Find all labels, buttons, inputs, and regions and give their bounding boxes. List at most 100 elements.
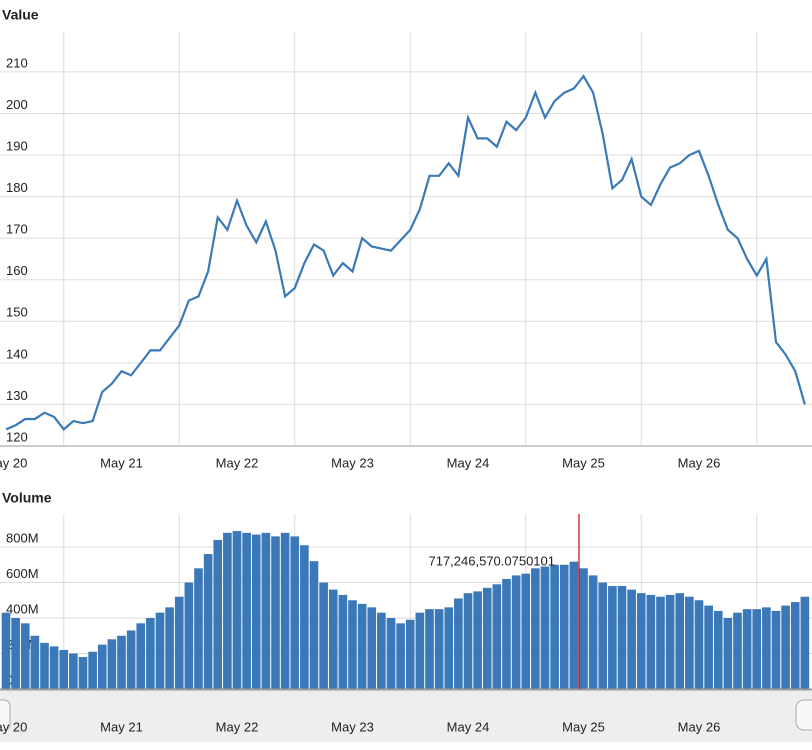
scroll-handle[interactable]	[0, 699, 11, 731]
bar	[338, 594, 348, 689]
bar	[357, 603, 367, 689]
bar	[155, 612, 165, 689]
bar	[88, 651, 97, 689]
navigator-label: May 24	[447, 719, 490, 734]
bar	[771, 610, 781, 689]
x-tick-label: May 25	[562, 455, 605, 470]
bar	[309, 561, 319, 689]
navigator-label: May 23	[331, 719, 374, 734]
bar	[742, 609, 752, 689]
bar	[194, 568, 203, 689]
bar	[11, 618, 20, 689]
bar	[444, 607, 454, 689]
bar	[492, 584, 502, 689]
bar	[713, 610, 723, 689]
chart-title: Volume	[2, 490, 52, 506]
bar	[685, 596, 694, 689]
bar	[790, 602, 800, 689]
bar	[502, 578, 511, 689]
cursor-label: 717,246,570.0750101	[428, 553, 555, 568]
chart-title: Value	[2, 7, 39, 23]
scroll-handle[interactable]	[795, 699, 812, 731]
bar	[665, 594, 675, 689]
bar	[415, 612, 425, 689]
bar	[261, 532, 271, 689]
y-tick-label: 200	[6, 97, 28, 112]
bar	[800, 596, 810, 689]
bar	[473, 591, 482, 689]
y-tick-label: 400M	[6, 601, 39, 616]
bar	[223, 532, 232, 689]
bar	[300, 545, 309, 689]
bar	[117, 635, 126, 689]
y-tick-label: 140	[6, 346, 28, 361]
bar	[251, 534, 261, 689]
bar	[203, 554, 213, 689]
bar	[454, 598, 463, 689]
bar	[521, 573, 531, 689]
bar	[694, 600, 704, 689]
x-tick-label: May 20	[0, 455, 27, 470]
navigator-label: May 25	[562, 719, 605, 734]
bar	[704, 605, 713, 689]
bar	[328, 589, 338, 689]
bar	[550, 564, 559, 689]
bar	[126, 630, 136, 689]
bar	[752, 609, 762, 689]
y-tick-label: 180	[6, 180, 28, 195]
bar	[40, 642, 49, 689]
bar	[482, 587, 492, 689]
bar	[184, 582, 194, 689]
bar	[579, 568, 588, 689]
bar	[97, 644, 107, 689]
bar	[348, 600, 357, 689]
y-tick-label: 170	[6, 222, 28, 237]
bar	[232, 531, 242, 689]
bar	[762, 607, 771, 689]
bar	[405, 619, 415, 689]
bar	[425, 609, 434, 689]
bar	[733, 612, 742, 689]
bar	[434, 609, 444, 689]
x-tick-label: May 23	[331, 455, 374, 470]
bar	[598, 582, 608, 689]
bar	[242, 532, 251, 689]
bar	[396, 623, 405, 689]
y-tick-label: 160	[6, 263, 28, 278]
y-tick-label: 800M	[6, 530, 39, 545]
bar	[559, 564, 569, 689]
bar	[69, 653, 78, 689]
y-tick-label: 600M	[6, 566, 39, 581]
bar	[213, 539, 223, 689]
line	[5, 74, 806, 431]
bar	[290, 536, 300, 689]
y-tick-label: 190	[6, 138, 28, 153]
y-tick-label: 150	[6, 305, 28, 320]
bar	[165, 607, 174, 689]
y-tick-label: 130	[6, 388, 28, 403]
bar	[367, 607, 377, 689]
bar	[78, 657, 88, 689]
bar	[627, 589, 636, 689]
bar	[675, 593, 685, 689]
bar	[280, 532, 290, 689]
bar	[656, 596, 665, 689]
x-tick-label: May 24	[447, 455, 490, 470]
y-tick-label: 120	[6, 429, 28, 444]
bar	[1, 612, 11, 689]
navigator-label: May 22	[216, 719, 259, 734]
bar	[174, 596, 184, 689]
bar	[781, 605, 790, 689]
bar	[569, 561, 579, 689]
bar	[59, 649, 69, 689]
bar	[608, 586, 617, 689]
x-tick-label: May 22	[216, 455, 259, 470]
x-tick-label: May 26	[678, 455, 721, 470]
bar	[386, 618, 396, 689]
bar	[136, 623, 146, 689]
bar	[617, 586, 627, 689]
bar	[540, 566, 550, 689]
navigator-label: May 20	[0, 719, 27, 734]
navigator[interactable]	[0, 690, 812, 742]
